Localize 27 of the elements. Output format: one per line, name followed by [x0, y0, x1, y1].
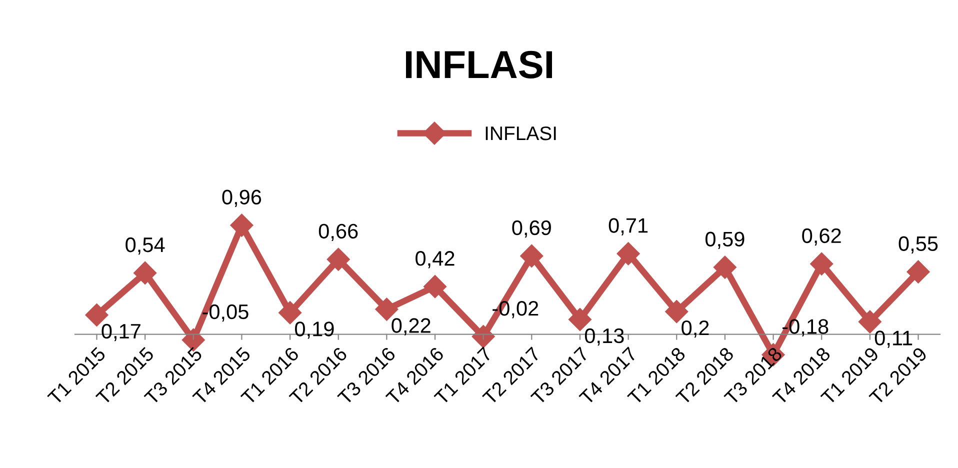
data-label: 0,19 — [295, 322, 334, 339]
legend-label: INFLASI — [486, 126, 556, 140]
point — [472, 325, 495, 348]
point — [713, 256, 736, 279]
point — [326, 248, 350, 271]
data-label: 0,13 — [584, 328, 624, 346]
point — [230, 214, 254, 237]
point — [134, 261, 157, 284]
point — [810, 252, 834, 276]
chart-title: INFLASI — [406, 50, 552, 78]
data-label: 0,59 — [706, 232, 744, 249]
data-label: 0,2 — [682, 320, 709, 338]
data-label: 0,42 — [416, 251, 454, 268]
data-label: 0,69 — [512, 220, 551, 238]
data-label: 0,55 — [898, 236, 938, 254]
point — [520, 244, 544, 268]
point — [424, 275, 447, 298]
data-label: 0,62 — [802, 228, 841, 246]
data-label: 0,66 — [318, 224, 358, 242]
data-label: 0,22 — [392, 318, 430, 336]
point — [616, 242, 640, 266]
point — [906, 260, 930, 284]
data-label: 0,54 — [126, 237, 165, 255]
data-label: 0,17 — [102, 324, 140, 342]
data-label: 0,96 — [222, 190, 262, 207]
data-label: 0,71 — [608, 218, 648, 236]
data-label: 0,11 — [874, 330, 912, 348]
